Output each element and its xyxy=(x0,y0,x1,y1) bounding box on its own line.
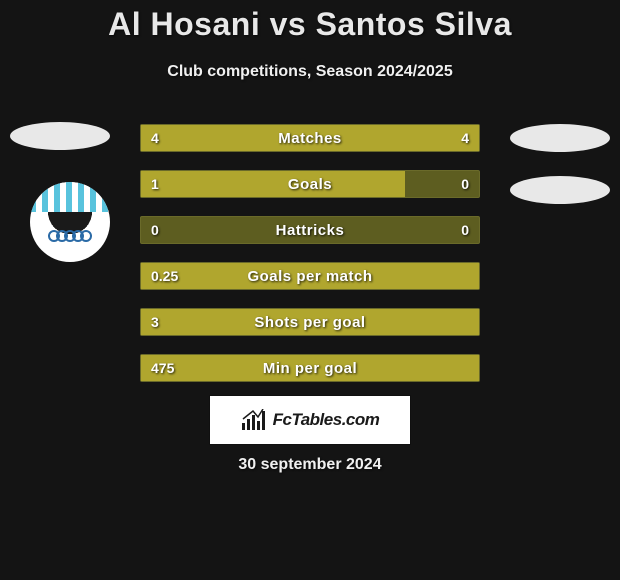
stat-row: Shots per goal3 xyxy=(140,308,480,336)
stat-value-right: 0 xyxy=(451,217,479,243)
branding-text: FcTables.com xyxy=(273,410,380,430)
stat-value-right xyxy=(459,263,479,289)
stat-row: Hattricks0 0 xyxy=(140,216,480,244)
stat-label: Hattricks xyxy=(141,217,479,243)
crest-emblem xyxy=(30,212,110,248)
stat-value-left: 475 xyxy=(141,355,184,381)
player-left-badge-placeholder xyxy=(10,122,110,150)
stat-value-right xyxy=(459,309,479,335)
page-title: Al Hosani vs Santos Silva xyxy=(0,0,620,43)
stat-label: Shots per goal xyxy=(141,309,479,335)
stat-value-right: 4 xyxy=(451,125,479,151)
crest-stripes xyxy=(30,182,110,212)
stat-value-right: 0 xyxy=(451,171,479,197)
stat-value-left: 0 xyxy=(141,217,169,243)
stat-label: Min per goal xyxy=(141,355,479,381)
stat-value-left: 1 xyxy=(141,171,169,197)
date-text: 30 september 2024 xyxy=(0,456,620,474)
stat-row: Min per goal475 xyxy=(140,354,480,382)
branding-chart-icon xyxy=(241,409,267,431)
stat-row: Goals1 0 xyxy=(140,170,480,198)
player-right-badge-placeholder-1 xyxy=(510,124,610,152)
stat-label: Goals per match xyxy=(141,263,479,289)
stat-value-left: 0.25 xyxy=(141,263,188,289)
stat-value-left: 4 xyxy=(141,125,169,151)
stat-label: Matches xyxy=(141,125,479,151)
stat-label: Goals xyxy=(141,171,479,197)
stat-row: Goals per match0.25 xyxy=(140,262,480,290)
branding-banner[interactable]: FcTables.com xyxy=(210,396,410,444)
player-right-badge-placeholder-2 xyxy=(510,176,610,204)
comparison-bars: Matches44Goals10Hattricks00Goals per mat… xyxy=(140,124,480,400)
club-crest-left xyxy=(30,182,110,262)
stat-value-right xyxy=(459,355,479,381)
stat-value-left: 3 xyxy=(141,309,169,335)
stat-row: Matches4 4 xyxy=(140,124,480,152)
crest-rings xyxy=(50,230,90,242)
subtitle: Club competitions, Season 2024/2025 xyxy=(0,63,620,81)
